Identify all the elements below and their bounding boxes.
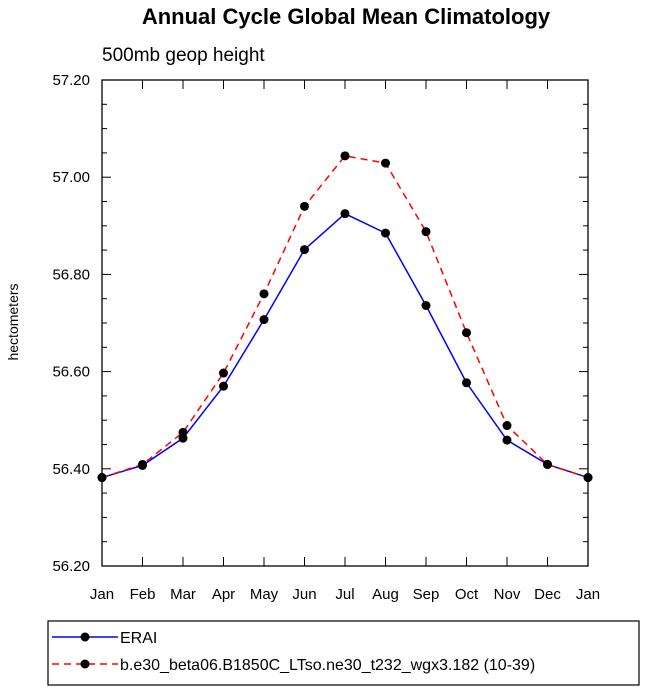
y-tick-label: 56.40: [52, 461, 90, 478]
data-point: [381, 158, 390, 168]
axis-ticks: [101, 79, 589, 567]
x-tick-label: Apr: [212, 586, 235, 603]
x-tick-label: Oct: [455, 586, 479, 603]
x-tick-labels: Jan Feb Mar Apr May Jun Jul Aug Sep Oct Nov Dec Jan: [90, 586, 600, 603]
y-tick-label: 56.60: [52, 364, 90, 381]
data-point: [340, 151, 350, 161]
x-tick-label: Aug: [372, 586, 399, 603]
data-point: [462, 328, 471, 338]
x-tick-label: Nov: [494, 586, 521, 603]
legend-label-erai: ERAI: [120, 630, 157, 647]
legend-box: [47, 620, 640, 686]
chart-subtitle: 500mb geop height: [102, 45, 265, 66]
data-point: [138, 459, 147, 469]
data-point: [259, 315, 269, 325]
series-line-1: [101, 155, 589, 479]
y-axis-label: hectometers: [5, 283, 21, 360]
x-tick-label: Jul: [335, 586, 354, 603]
y-tick-label: 57.00: [52, 169, 90, 186]
data-point: [583, 473, 593, 483]
legend-marker-erai: [80, 632, 90, 642]
data-point: [219, 368, 228, 378]
data-point: [219, 381, 228, 391]
series-layer: [97, 151, 593, 483]
x-tick-label: Dec: [534, 586, 561, 603]
legend-marker-model: [80, 659, 90, 669]
data-point: [381, 228, 390, 238]
data-point: [462, 378, 471, 388]
x-tick-label: Jan: [90, 586, 114, 603]
data-point: [421, 227, 431, 237]
y-tick-label: 57.20: [52, 72, 90, 89]
data-point: [502, 421, 512, 431]
x-tick-label: Jun: [292, 586, 316, 603]
y-tick-label: 56.20: [52, 558, 90, 575]
data-point: [502, 435, 512, 445]
y-tick-label: 56.80: [52, 266, 90, 283]
x-tick-label: Feb: [130, 586, 156, 603]
y-tick-labels: 56.20 56.40 56.60 56.80 57.00 57.20: [52, 72, 90, 575]
data-point: [300, 201, 309, 211]
data-point: [543, 459, 552, 469]
legend: ERAI b.e30_beta06.B1850C_LTso.ne30_t232_…: [47, 620, 640, 686]
data-point: [259, 289, 269, 299]
data-point: [97, 473, 107, 483]
chart-title: Annual Cycle Global Mean Climatology: [142, 4, 551, 29]
x-tick-label: Mar: [170, 586, 196, 603]
data-point: [340, 209, 350, 219]
x-tick-label: Sep: [413, 586, 440, 603]
data-point: [421, 301, 431, 311]
data-point: [178, 427, 188, 437]
x-tick-label: Jan: [576, 586, 600, 603]
data-point: [300, 245, 309, 255]
legend-label-model: b.e30_beta06.B1850C_LTso.ne30_t232_wgx3.…: [120, 657, 535, 674]
x-tick-label: May: [250, 586, 279, 603]
